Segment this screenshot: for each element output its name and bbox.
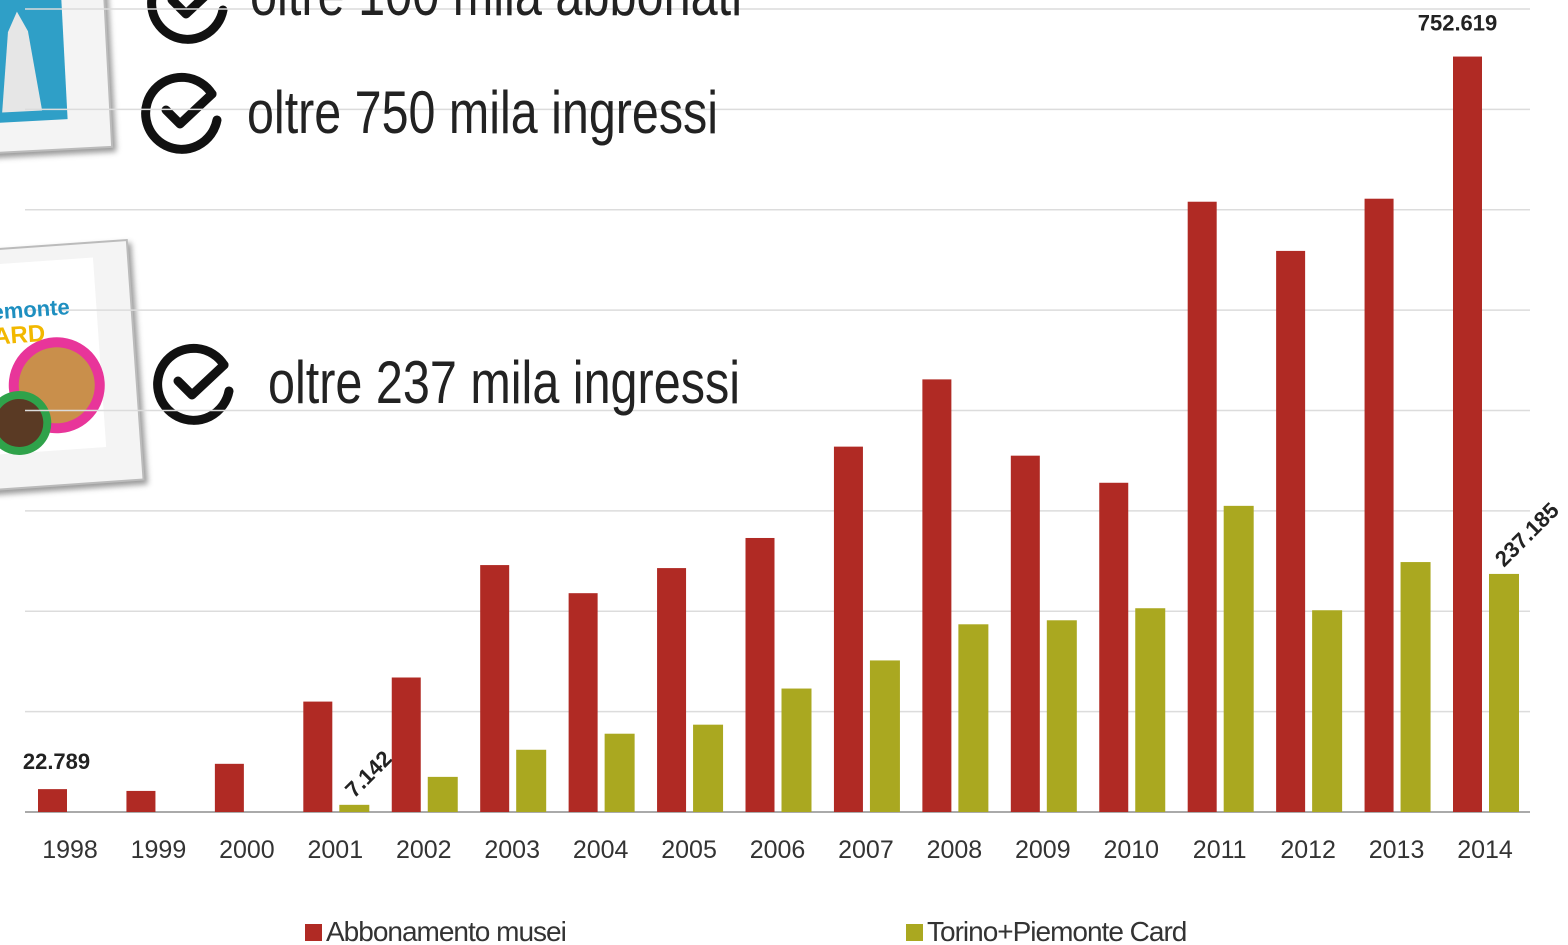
bar	[1046, 620, 1077, 812]
x-tick-label: 2003	[484, 836, 540, 864]
bar	[1400, 562, 1431, 812]
bar	[1099, 482, 1129, 812]
bar	[214, 763, 244, 812]
bar	[391, 677, 421, 812]
legend-swatch	[305, 924, 322, 941]
bar	[1010, 455, 1040, 812]
bar	[745, 537, 775, 812]
bar	[1276, 250, 1306, 812]
bar	[1223, 505, 1254, 812]
bar	[958, 624, 989, 812]
bar	[1364, 198, 1394, 813]
annotation: oltre 750 mila ingressi	[247, 79, 718, 146]
data-label: 237.185	[1490, 498, 1564, 572]
bar	[604, 733, 635, 812]
check-icons	[141, 0, 234, 425]
bar	[339, 804, 370, 812]
bar	[1312, 610, 1343, 812]
x-tick-label: 2006	[750, 836, 806, 864]
bar	[1453, 56, 1482, 813]
annotation: oltre 237 mila ingressi	[268, 349, 740, 416]
x-tick-label: 2001	[308, 836, 364, 864]
bar	[833, 446, 863, 812]
x-tick-label: 1999	[131, 836, 187, 864]
bar	[922, 379, 952, 812]
x-tick-label: 2007	[838, 836, 894, 864]
bar	[657, 568, 687, 812]
x-tick-label: 2012	[1280, 836, 1336, 864]
bar	[303, 701, 333, 812]
data-label: 22.789	[23, 749, 90, 774]
legend-label: Abbonamento musei	[326, 916, 566, 945]
bar	[480, 565, 510, 812]
bar	[38, 789, 67, 812]
x-tick-label: 2005	[661, 836, 717, 864]
legend-label: Torino+Piemonte Card	[927, 916, 1186, 945]
x-tick-label: 2013	[1369, 836, 1425, 864]
bar	[1489, 573, 1519, 812]
bar	[693, 724, 724, 812]
x-tick-label: 2014	[1457, 836, 1513, 864]
card-piemonte	[0, 238, 145, 493]
x-tick-label: 2008	[927, 836, 983, 864]
bar	[516, 749, 547, 812]
x-tick-label: 2004	[573, 836, 629, 864]
bar	[1135, 608, 1166, 812]
annotation: oltre 100 mila abbonati	[250, 0, 742, 28]
bar	[427, 776, 458, 812]
x-tick-label: 2002	[396, 836, 452, 864]
card-images	[0, 0, 145, 493]
card-museum	[0, 0, 114, 156]
x-tick-label: 1998	[42, 836, 98, 864]
bar	[869, 660, 900, 812]
card-text: emonte	[0, 294, 70, 324]
bar	[1187, 201, 1217, 813]
x-tick-label: 2011	[1193, 836, 1247, 864]
x-tick-label: 2009	[1015, 836, 1071, 864]
x-tick-label: 2010	[1103, 836, 1159, 864]
bar	[126, 790, 156, 812]
legend-swatch	[906, 924, 923, 941]
bar	[568, 593, 598, 812]
bar	[781, 688, 812, 812]
card-text: ARD	[0, 320, 46, 351]
x-tick-label: 2000	[219, 836, 275, 864]
data-label: 7.142	[340, 746, 397, 803]
data-label: 752.619	[1418, 11, 1498, 36]
